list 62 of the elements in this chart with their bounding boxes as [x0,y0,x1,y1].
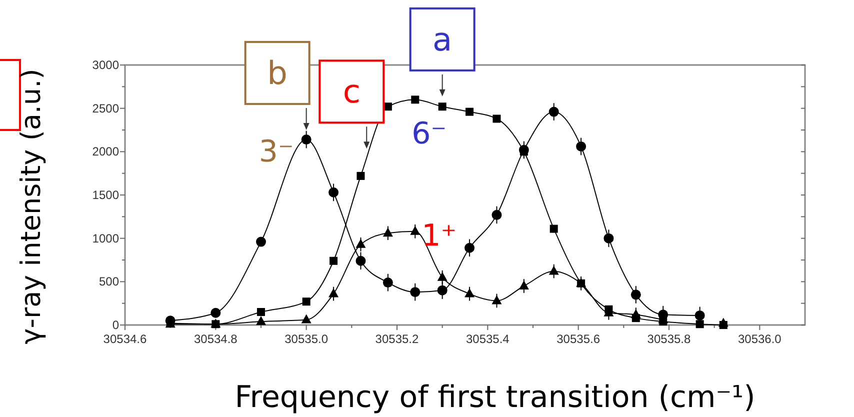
point [411,96,420,104]
point [257,308,265,316]
point [437,285,448,296]
y-tick-label: 0 [112,318,120,332]
point [548,266,559,275]
x-tick-label: 30535.2 [375,332,420,346]
point [718,318,728,327]
point [256,316,266,326]
point [630,290,641,300]
point [382,228,393,237]
annotation: b [267,54,288,92]
point [694,310,705,320]
y-tick-label: 2000 [92,144,120,159]
x-tick-label: 30535.0 [284,332,328,346]
point [328,187,339,198]
series-label: 1⁺ [422,218,457,254]
point [384,102,392,111]
point [576,141,586,152]
x-tick-label: 30535.6 [556,332,600,346]
point [696,320,704,328]
y-tick-label: 1000 [92,231,120,246]
y-tick-label: 500 [98,274,120,289]
annotation: a [432,20,452,58]
x-tick-label: 30534.8 [194,332,238,346]
point [518,280,529,290]
x-tick-label: 30535.4 [466,332,510,346]
y-tick-label: 1500 [92,188,120,202]
point [328,288,339,298]
point [301,134,312,145]
y-tick-label: 3000 [92,58,120,72]
point [356,238,366,248]
point [302,298,310,306]
x-tick-label: 30535.8 [647,332,692,346]
point [492,210,502,220]
point [356,172,365,180]
point [410,287,420,298]
x-tick-label: 30536.0 [738,332,782,346]
point [330,256,338,265]
point [410,226,420,235]
x-tick-label: 30534.6 [103,332,148,346]
point [550,224,558,233]
series-label: 3⁻ [258,134,294,170]
series-label: 6⁻ [412,116,447,152]
point [382,278,393,288]
x-axis-title: Frequency of first transition (cm⁻¹) [234,380,756,415]
point [630,309,641,318]
point [466,108,474,116]
point [492,295,502,304]
point [210,308,221,318]
point [356,256,366,266]
point [464,288,475,298]
point [604,233,614,244]
y-tick-label: 2500 [92,101,120,116]
annotation: c [342,72,360,111]
point [492,114,501,123]
point [301,314,312,324]
point [548,106,559,117]
point [256,236,266,247]
point [437,272,448,281]
y-axis-title: γ-ray intensity (a.u.) [16,68,47,344]
point [464,242,475,253]
point [438,102,446,111]
